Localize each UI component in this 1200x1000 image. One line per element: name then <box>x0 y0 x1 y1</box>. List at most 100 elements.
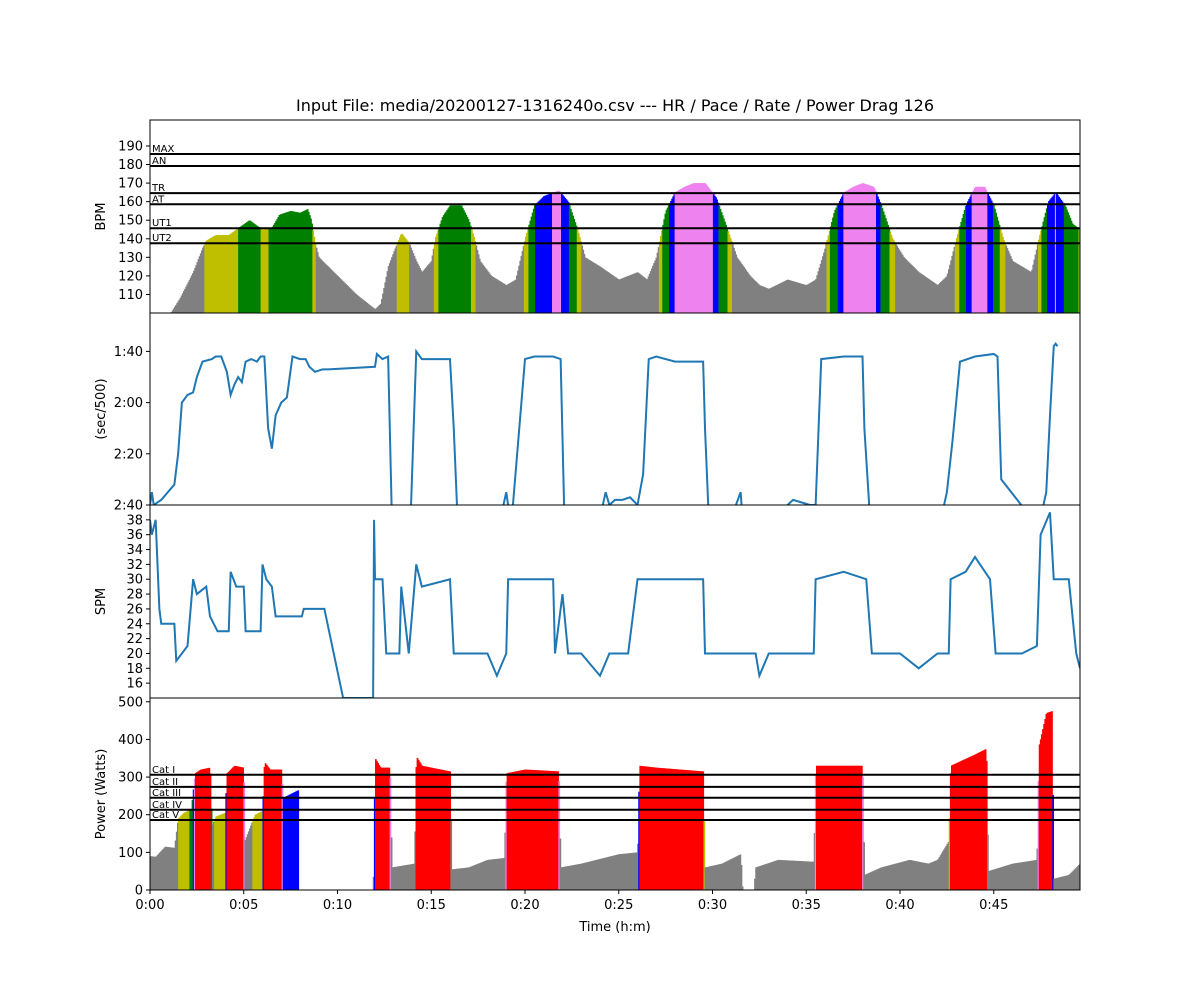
area-bar <box>1050 711 1052 890</box>
area-bar <box>585 862 588 890</box>
area-bar <box>840 765 843 890</box>
area-bar <box>342 281 345 313</box>
area-bar <box>151 856 153 890</box>
area-bar <box>664 768 666 890</box>
area-bar <box>726 227 729 313</box>
area-bar <box>520 770 522 890</box>
area-bar <box>264 763 267 890</box>
area-bar <box>837 203 840 313</box>
area-bar <box>510 772 512 890</box>
plot-area <box>150 152 1080 313</box>
area-bar <box>687 770 690 890</box>
area-bar <box>242 224 245 313</box>
area-bar <box>686 770 689 890</box>
zone-label: AN <box>152 156 166 167</box>
area-bar <box>707 186 709 313</box>
area-bar <box>412 863 414 890</box>
area-bar <box>609 856 611 890</box>
area-bar <box>851 187 853 313</box>
area-bar <box>378 305 381 313</box>
area-bar <box>901 255 904 313</box>
area-bar <box>566 866 568 890</box>
area-bar <box>190 275 193 313</box>
area-bar <box>522 769 525 890</box>
area-bar <box>945 845 948 890</box>
area-bar <box>378 764 381 890</box>
area-bar <box>672 768 674 890</box>
area-bar <box>747 273 750 313</box>
area-bar <box>696 770 699 890</box>
area-bar <box>541 197 544 313</box>
area-bar <box>248 220 250 313</box>
area-bar <box>968 199 970 313</box>
area-bar <box>728 860 730 890</box>
area-bar <box>953 246 956 313</box>
area-bar <box>387 767 390 890</box>
area-bar <box>676 190 679 313</box>
area-bar <box>994 868 997 890</box>
area-bar <box>702 771 705 890</box>
area-bar <box>631 852 634 890</box>
area-bar <box>1051 196 1054 313</box>
area-bar <box>924 276 927 313</box>
area-bar <box>611 275 614 313</box>
area-bar <box>589 260 591 313</box>
area-bar <box>615 854 618 890</box>
area-bar <box>966 203 968 313</box>
area-bar <box>856 765 859 890</box>
area-bar <box>179 297 182 313</box>
area-bar <box>858 184 860 313</box>
area-bar <box>624 277 626 313</box>
area-bar <box>581 245 583 313</box>
area-bar <box>468 867 471 890</box>
area-bar <box>195 772 197 890</box>
x-tick-label: 0:05 <box>229 898 258 913</box>
area-bar <box>1074 868 1077 890</box>
area-bar <box>541 770 544 890</box>
area-bar <box>198 770 201 890</box>
area-bar <box>430 261 433 313</box>
area-bar <box>891 238 894 313</box>
area-bar <box>458 868 460 890</box>
area-bar <box>953 764 955 890</box>
area-bar <box>506 773 509 890</box>
area-bar <box>1007 250 1010 313</box>
area-bar <box>267 766 269 890</box>
area-bar <box>549 193 552 313</box>
area-bar <box>1061 201 1064 313</box>
area-bar <box>739 262 742 313</box>
area-bar <box>388 767 391 890</box>
area-bar <box>495 858 498 890</box>
y-tick-label: 24 <box>126 617 143 632</box>
area-bar <box>906 260 909 313</box>
area-bar <box>492 859 494 890</box>
area-bar <box>965 758 968 890</box>
area-bar <box>204 768 206 890</box>
area-bar <box>375 759 377 890</box>
area-bar <box>796 282 798 313</box>
area-bar <box>773 286 776 313</box>
area-bar <box>195 264 198 313</box>
area-bar <box>604 270 607 313</box>
area-bar <box>1008 864 1011 890</box>
area-bar <box>301 211 303 313</box>
area-bar <box>1040 230 1042 313</box>
area-bar <box>535 204 537 313</box>
area-bar <box>720 863 723 890</box>
area-bar <box>955 238 958 313</box>
area-bar <box>279 214 282 313</box>
area-bar <box>778 859 781 890</box>
area-bar <box>1048 200 1050 313</box>
area-bar <box>243 223 246 313</box>
area-bar <box>856 185 859 313</box>
area-bar <box>245 837 248 890</box>
area-bar <box>398 866 401 890</box>
area-bar <box>555 191 558 313</box>
area-bar <box>538 770 540 890</box>
area-bar <box>1016 263 1019 313</box>
area-bar <box>292 211 294 313</box>
area-bar <box>782 281 785 313</box>
area-bar <box>732 857 735 890</box>
area-bar <box>795 281 797 313</box>
